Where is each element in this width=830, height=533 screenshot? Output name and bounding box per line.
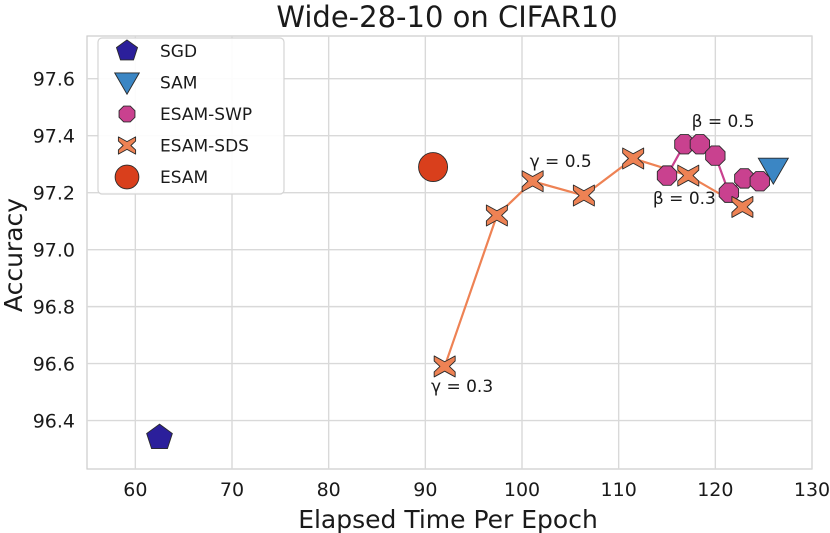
y-tick-label: 96.6 (33, 354, 75, 376)
esam-swp-point (689, 134, 711, 155)
legend-label-esam-sds: ESAM-SDS (160, 137, 249, 157)
legend-marker-sgd (115, 39, 139, 61)
chart-title: Wide-28-10 on CIFAR10 (276, 0, 617, 34)
sam-point (757, 157, 790, 186)
x-tick-label: 60 (123, 479, 147, 501)
legend-box (97, 37, 285, 195)
x-tick-label: 70 (220, 479, 244, 501)
esam-sds-point (485, 204, 508, 227)
esam-sds-point (433, 355, 456, 378)
x-tick-label: 80 (317, 479, 341, 501)
legend: SGD SAM ESAM-SWP ESAM-SDS ESAM (97, 37, 285, 195)
y-tick-label: 96.8 (33, 297, 75, 319)
sgd-point (146, 423, 173, 450)
esam-sds-point (572, 184, 595, 207)
esam-point (418, 152, 449, 182)
annotations: γ = 0.3 γ = 0.5 β = 0.5 β = 0.3 (431, 112, 755, 397)
esam-sds-point (731, 195, 754, 218)
legend-label-esam-swp: ESAM-SWP (160, 105, 252, 125)
y-tick-label: 97.4 (33, 126, 75, 148)
legend-label-sam: SAM (160, 74, 197, 94)
legend-marker-esam-swp (118, 105, 136, 123)
series-markers (146, 134, 790, 450)
legend-label-sgd: SGD (160, 42, 197, 62)
x-tick-label: 130 (794, 479, 830, 501)
annotation-label: β = 0.5 (692, 112, 755, 132)
esam-swp-point (656, 165, 678, 186)
x-tick-label: 120 (697, 479, 733, 501)
x-axis-ticks: 60 70 80 90 100 110 120 130 (123, 479, 830, 501)
y-tick-label: 97.0 (33, 240, 75, 262)
y-tick-label: 97.6 (33, 69, 75, 91)
legend-marker-esam-sds (117, 136, 137, 155)
legend-marker-sam (113, 72, 141, 96)
y-tick-label: 97.2 (33, 183, 75, 205)
legend-marker-esam (114, 164, 140, 190)
esam-sds-point (677, 164, 700, 187)
esam-swp-point (749, 171, 770, 192)
esam-sds-point (622, 147, 645, 170)
legend-label-esam: ESAM (160, 168, 208, 188)
x-tick-label: 90 (413, 479, 437, 501)
esam-swp-point (705, 145, 726, 166)
x-tick-label: 100 (504, 479, 540, 501)
annotation-label: β = 0.3 (653, 189, 716, 209)
annotation-label: γ = 0.3 (431, 377, 493, 397)
x-tick-label: 110 (601, 479, 637, 501)
y-axis-label: Accuracy (0, 198, 28, 312)
y-tick-label: 96.4 (33, 411, 75, 433)
esam-sds-point (521, 170, 544, 193)
annotation-label: γ = 0.5 (530, 152, 592, 172)
y-axis-ticks: 96.4 96.6 96.8 97.0 97.2 97.4 97.6 (33, 69, 75, 433)
esam-swp-point (734, 168, 755, 189)
x-axis-label: Elapsed Time Per Epoch (298, 505, 598, 533)
